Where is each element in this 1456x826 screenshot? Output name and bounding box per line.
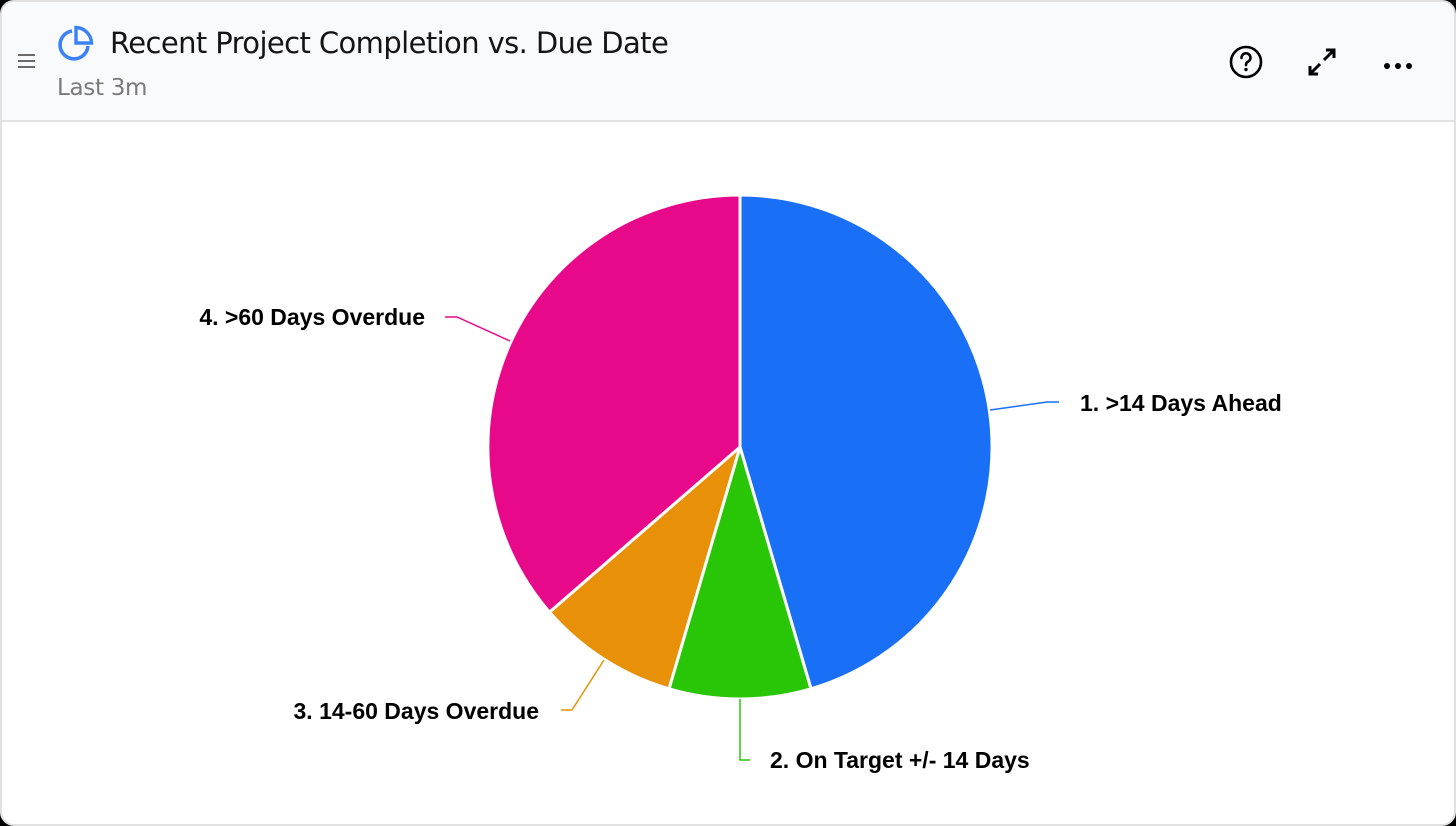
leader-line-4: [445, 316, 511, 342]
leader-line-3: [561, 659, 605, 711]
pie-chart: 1. >14 Days Ahead 2. On Target +/- 14 Da…: [199, 193, 1282, 773]
label-slice-3: 3. 14-60 Days Overdue: [294, 698, 539, 724]
chart-title: Recent Project Completion vs. Due Date: [110, 26, 669, 60]
label-slice-1: 1. >14 Days Ahead: [1080, 390, 1282, 416]
chart-area: 1. >14 Days Ahead 2. On Target +/- 14 Da…: [2, 122, 1454, 824]
leader-line-1: [989, 401, 1059, 411]
label-slice-2: 2. On Target +/- 14 Days: [770, 747, 1030, 773]
label-slice-4: 4. >60 Days Overdue: [199, 304, 425, 330]
more-options-icon: [1384, 63, 1412, 69]
help-button[interactable]: [1226, 42, 1266, 82]
pie-chart-icon: [58, 25, 94, 61]
expand-icon: [1308, 48, 1336, 76]
time-range-label: Last 3m: [57, 75, 148, 101]
slice-1-days-ahead[interactable]: [738, 193, 994, 691]
slice-3-14-60-overdue[interactable]: [548, 445, 742, 691]
drag-handle-icon[interactable]: [18, 54, 36, 70]
slice-4-60-overdue[interactable]: [486, 193, 742, 614]
more-options-button[interactable]: [1378, 42, 1418, 82]
expand-button[interactable]: [1302, 42, 1342, 82]
leader-line-2: [739, 699, 750, 761]
help-icon: [1229, 45, 1263, 79]
card-header: Recent Project Completion vs. Due Date L…: [2, 2, 1454, 122]
slice-2-on-target[interactable]: [667, 445, 813, 701]
